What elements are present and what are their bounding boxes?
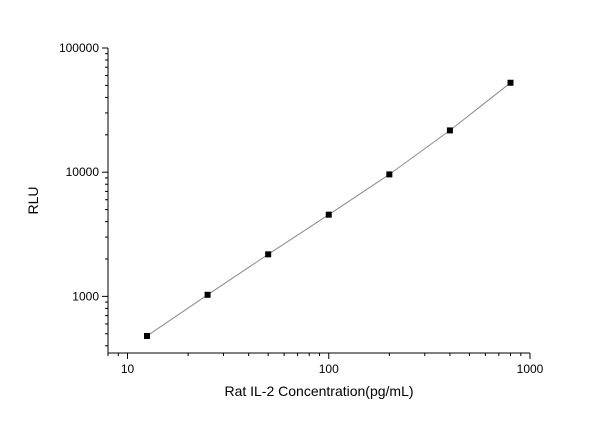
x-axis-title: Rat IL-2 Concentration(pg/mL) xyxy=(224,383,413,399)
data-point xyxy=(386,171,393,178)
data-point xyxy=(265,251,272,258)
y-axis-title: RLU xyxy=(25,186,41,214)
data-point xyxy=(507,79,514,86)
data-point xyxy=(144,332,151,339)
fit-line xyxy=(146,82,511,337)
tick-labels: 1000 10000 100000 10 100 1000 xyxy=(59,41,544,376)
y-tick-label: 100000 xyxy=(59,41,99,55)
x-tick-label: 10 xyxy=(121,362,135,376)
data-point xyxy=(325,211,332,218)
x-tick-label: 100 xyxy=(319,362,339,376)
x-tick-label: 1000 xyxy=(517,362,544,376)
data-point xyxy=(204,291,211,298)
data-point xyxy=(446,127,453,134)
y-tick-label: 10000 xyxy=(66,165,100,179)
data-points xyxy=(144,79,514,339)
fit-line-group xyxy=(146,82,511,337)
axes xyxy=(102,47,531,359)
y-tick-label: 1000 xyxy=(72,289,99,303)
